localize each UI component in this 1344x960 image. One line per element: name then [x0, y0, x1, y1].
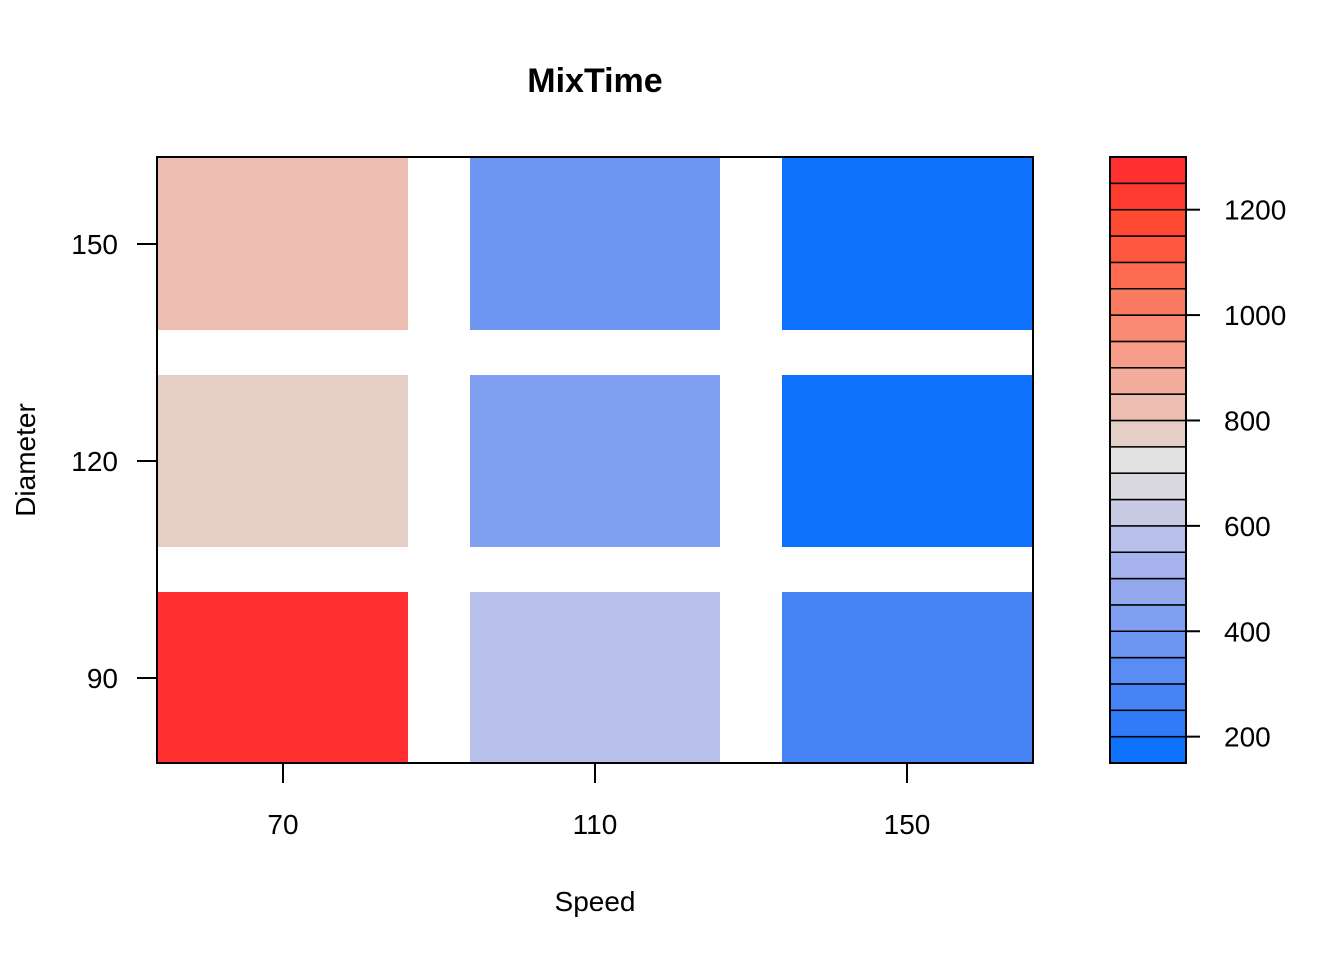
colorbar-swatch	[1109, 208, 1187, 237]
colorbar-swatch	[1109, 735, 1187, 764]
colorbar-swatch	[1109, 314, 1187, 343]
colorbar-swatch	[1109, 182, 1187, 211]
colorbar-swatch	[1109, 287, 1187, 316]
x-tick-label: 150	[884, 809, 931, 840]
colorbar-tick-label: 1000	[1224, 300, 1286, 331]
heatmap-cell	[158, 158, 408, 330]
heatmap-cell	[782, 375, 1032, 547]
colorbar-tick-label: 1200	[1224, 195, 1286, 226]
colorbar-swatch	[1109, 551, 1187, 580]
colorbar-tick-label: 200	[1224, 722, 1271, 753]
colorbar-tick-label: 600	[1224, 511, 1271, 542]
colorbar-swatch	[1109, 577, 1187, 606]
heatmap-cell	[470, 592, 720, 762]
colorbar-swatch	[1109, 393, 1187, 422]
colorbar-swatch	[1109, 709, 1187, 738]
colorbar-tick-label: 800	[1224, 405, 1271, 436]
x-axis: 70 110 150	[267, 763, 930, 840]
colorbar-swatch	[1109, 156, 1187, 185]
y-axis: 90 120 150	[71, 229, 157, 694]
colorbar-swatch	[1109, 367, 1187, 395]
colorbar: 200 400 600 800 1000 1200	[1109, 156, 1286, 764]
y-tick-label: 120	[71, 446, 118, 477]
heatmap-cell	[158, 375, 408, 547]
x-tick-label: 70	[267, 809, 298, 840]
heatmap-cells	[158, 158, 1032, 762]
y-tick-label: 150	[71, 229, 118, 260]
heatmap-cell	[782, 158, 1032, 330]
colorbar-swatch	[1109, 525, 1187, 553]
colorbar-swatch	[1109, 656, 1187, 685]
x-axis-label: Speed	[555, 886, 636, 917]
x-tick-label: 110	[573, 809, 618, 840]
colorbar-swatch	[1109, 340, 1187, 369]
colorbar-swatch	[1109, 419, 1187, 448]
y-axis-label: Diameter	[10, 403, 41, 517]
colorbar-swatch	[1109, 604, 1187, 633]
heatmap-cell	[470, 158, 720, 330]
colorbar-swatch	[1109, 261, 1187, 290]
colorbar-swatch	[1109, 472, 1187, 501]
colorbar-swatch	[1109, 446, 1187, 474]
y-tick-label: 90	[87, 663, 118, 694]
colorbar-swatch	[1109, 683, 1187, 712]
heatmap-cell	[470, 375, 720, 547]
colorbar-frame	[1109, 156, 1187, 764]
heatmap-cell	[782, 592, 1032, 762]
colorbar-swatch	[1109, 498, 1187, 527]
colorbar-tick-label: 400	[1224, 616, 1271, 647]
colorbar-swatch	[1109, 630, 1187, 659]
colorbar-swatch	[1109, 235, 1187, 264]
chart-title: MixTime	[527, 62, 662, 100]
heatmap-cell	[158, 592, 408, 762]
